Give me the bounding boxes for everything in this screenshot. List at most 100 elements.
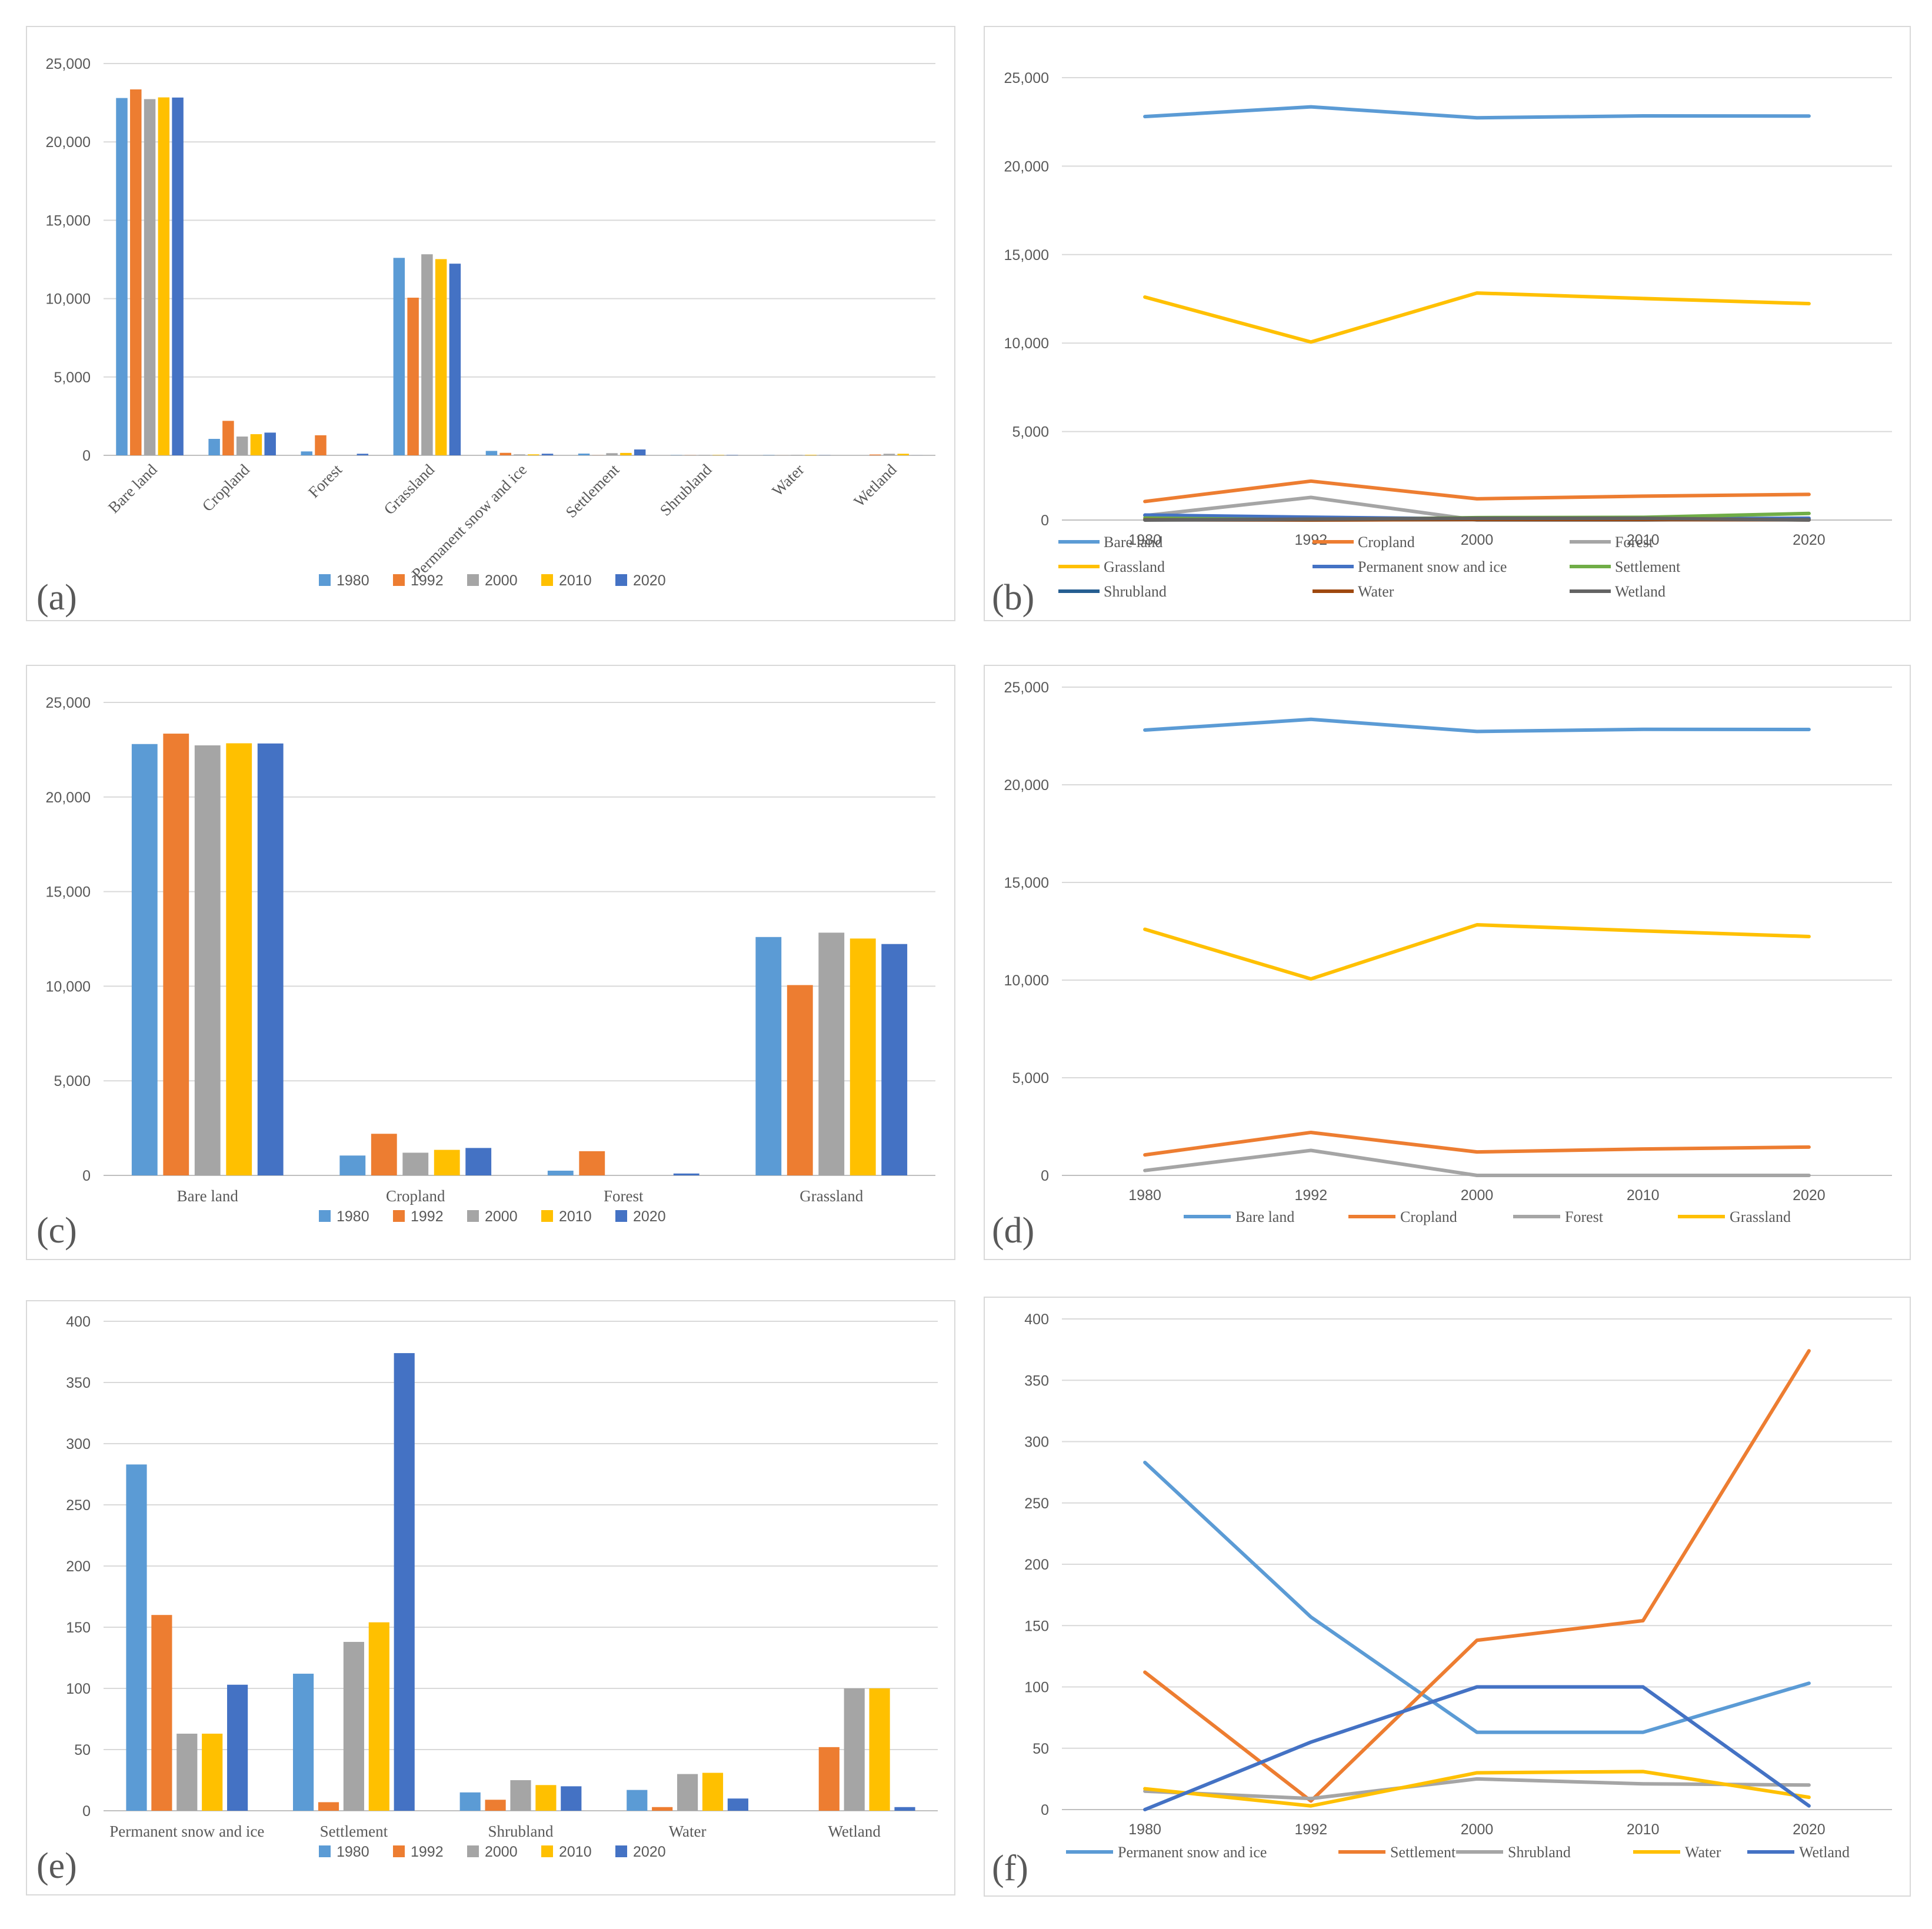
- chart-e-x-tick-label: Shrubland: [488, 1823, 554, 1840]
- chart-e-bar-permanent-snow-and-ice-2020: [227, 1684, 248, 1811]
- chart-e-legend-swatch-2020: [615, 1845, 627, 1857]
- chart-e-y-tick-label: 400: [66, 1314, 91, 1330]
- chart-a-bar-forest-1992: [315, 435, 327, 455]
- chart-e-bar-shrubland-2020: [561, 1786, 582, 1811]
- chart-b-y-tick-label: 0: [1041, 512, 1049, 529]
- chart-e-legend-label: 1992: [411, 1844, 444, 1860]
- chart-e-panel-label: (e): [36, 1846, 77, 1886]
- chart-f-legend-label: Water: [1685, 1844, 1721, 1861]
- chart-c-bar-grassland-2000: [818, 932, 845, 1175]
- chart-a-bar-permanent-snow-and-ice-2010: [528, 454, 539, 455]
- chart-d-series-cropland: [1143, 1130, 1811, 1157]
- chart-a-bar-settlement-2000: [606, 453, 618, 455]
- chart-e-bar-water-2010: [702, 1773, 724, 1811]
- chart-a-bar-wetland-2010: [897, 454, 909, 455]
- chart-d-x-tick-label: 2000: [1461, 1187, 1494, 1204]
- chart-f-y-tick-label: 200: [1024, 1557, 1049, 1573]
- chart-e-bar-permanent-snow-and-ice-2010: [202, 1733, 223, 1811]
- chart-e-bar-shrubland-2010: [535, 1785, 557, 1811]
- chart-e-bar-settlement-2020: [394, 1353, 415, 1811]
- chart-f-y-tick-label: 400: [1024, 1311, 1049, 1328]
- chart-e-y-tick-label: 0: [82, 1803, 91, 1820]
- chart-b-series-wetland: [1143, 516, 1811, 522]
- chart-e-legend-label: 1980: [337, 1844, 369, 1860]
- chart-e-y-tick-label: 100: [66, 1681, 91, 1697]
- chart-a-x-tick-label: Forest: [305, 461, 345, 501]
- chart-c-bar-bare-land-2020: [257, 743, 284, 1175]
- chart-f-y-tick-label: 0: [1041, 1802, 1049, 1818]
- chart-e-bar-permanent-snow-and-ice-2000: [176, 1733, 198, 1811]
- chart-a-legend-label: 2000: [485, 572, 518, 589]
- chart-d-x-tick-label: 2020: [1793, 1187, 1826, 1204]
- chart-a-panel-label: (a): [36, 578, 77, 618]
- chart-a-y-tick-label: 25,000: [46, 56, 91, 72]
- chart-f-y-tick-label: 150: [1024, 1618, 1049, 1634]
- chart-a-y-tick-label: 20,000: [46, 134, 91, 151]
- chart-b-legend-label: Forest: [1615, 534, 1654, 551]
- chart-b-x-tick-label: 1980: [1128, 532, 1161, 548]
- chart-f-panel-label: (f): [992, 1848, 1028, 1888]
- chart-c-legend-label: 2010: [559, 1208, 592, 1225]
- chart-f-x-tick-label: 1980: [1128, 1821, 1161, 1838]
- chart-f-x-tick-label: 2020: [1793, 1821, 1826, 1838]
- chart-f-legend-label: Wetland: [1799, 1844, 1850, 1861]
- chart-d-y-tick-label: 20,000: [1004, 777, 1049, 794]
- chart-c-legend-swatch-1980: [319, 1210, 331, 1222]
- chart-d-y-tick-label: 0: [1041, 1168, 1049, 1184]
- chart-c-legend-swatch-2010: [541, 1210, 553, 1222]
- chart-e-y-tick-label: 150: [66, 1620, 91, 1636]
- chart-e-bar-wetland-1992: [818, 1747, 840, 1811]
- chart-c-bar-grassland-1992: [787, 985, 813, 1175]
- chart-b-series-bare-land: [1143, 105, 1811, 120]
- chart-b-legend-label: Permanent snow and ice: [1358, 558, 1507, 575]
- chart-e-bar-permanent-snow-and-ice-1980: [126, 1464, 147, 1811]
- chart-c-legend-label: 2020: [633, 1208, 666, 1225]
- chart-c-legend-swatch-2000: [467, 1210, 479, 1222]
- chart-a-y-tick-label: 5,000: [54, 369, 91, 386]
- chart-c-bar-forest-1980: [547, 1170, 574, 1175]
- chart-b-legend-label: Settlement: [1615, 558, 1681, 575]
- chart-d-y-tick-label: 5,000: [1012, 1070, 1049, 1087]
- chart-d-x-tick-label: 2010: [1627, 1187, 1660, 1204]
- panel-b-line-chart: 0 5,000 10,000 15,000 20,000 25,000 1980 1992 20…: [984, 26, 1911, 621]
- chart-d-y-tick-label: 25,000: [1004, 679, 1049, 696]
- chart-a-bar-cropland-2000: [236, 437, 248, 455]
- chart-c-bar-forest-2020: [673, 1173, 699, 1175]
- chart-d-legend-label: Bare land: [1235, 1208, 1294, 1225]
- chart-e-bar-shrubland-1992: [485, 1800, 506, 1811]
- chart-c-x-tick-label: Grassland: [800, 1187, 863, 1205]
- chart-e-y-tick-label: 350: [66, 1375, 91, 1391]
- chart-a-legend-swatch-1992: [393, 574, 405, 586]
- panel-e-bar-chart: 0 50 100 150 200 250 300 350 400 Permanent snow a…: [26, 1300, 955, 1895]
- chart-b-y-tick-label: 20,000: [1004, 158, 1049, 175]
- chart-a-bar-settlement-2010: [620, 452, 632, 455]
- chart-c-legend-swatch-1992: [393, 1210, 405, 1222]
- chart-a-x-tick-label: Settlement: [562, 461, 622, 521]
- chart-b-x-tick-label: 2010: [1627, 532, 1660, 548]
- chart-a-legend-label: 2010: [559, 572, 592, 589]
- chart-b-series-grassland: [1143, 291, 1811, 344]
- chart-e-legend-label: 2010: [559, 1844, 592, 1860]
- chart-f-legend-label: Permanent snow and ice: [1118, 1844, 1267, 1861]
- chart-a-y-tick-label: 15,000: [46, 212, 91, 229]
- chart-a-bar-wetland-2000: [883, 454, 895, 455]
- chart-e-bar-wetland-2010: [869, 1688, 890, 1811]
- chart-e-legend-swatch-1992: [393, 1845, 405, 1857]
- chart-a-bar-grassland-2000: [421, 254, 433, 455]
- chart-e-legend-label: 2020: [633, 1844, 666, 1860]
- chart-b-legend-label: Water: [1358, 583, 1394, 600]
- chart-b-y-tick-label: 5,000: [1012, 424, 1049, 441]
- chart-c-x-tick-label: Bare land: [177, 1187, 239, 1205]
- chart-d-panel-label: (d): [992, 1211, 1034, 1251]
- panel-f-line-chart: 0 50 100 150 200 250 300 350 400 1980 1992 2000 2010…: [984, 1297, 1911, 1897]
- chart-a-legend-swatch-2000: [467, 574, 479, 586]
- panel-a-bar-chart: 0 5,000 10,000 15,000 20,000 25,000 Bare land C…: [26, 26, 955, 621]
- chart-a-bar-cropland-1980: [208, 439, 220, 455]
- chart-c-bar-bare-land-1980: [131, 744, 158, 1175]
- chart-a-bar-cropland-2010: [250, 434, 262, 455]
- chart-b-legend-label: Bare land: [1104, 534, 1162, 551]
- chart-a-bar-permanent-snow-and-ice-1980: [485, 451, 498, 455]
- chart-c-bar-bare-land-1992: [163, 734, 189, 1175]
- chart-e-bar-water-1992: [652, 1807, 673, 1811]
